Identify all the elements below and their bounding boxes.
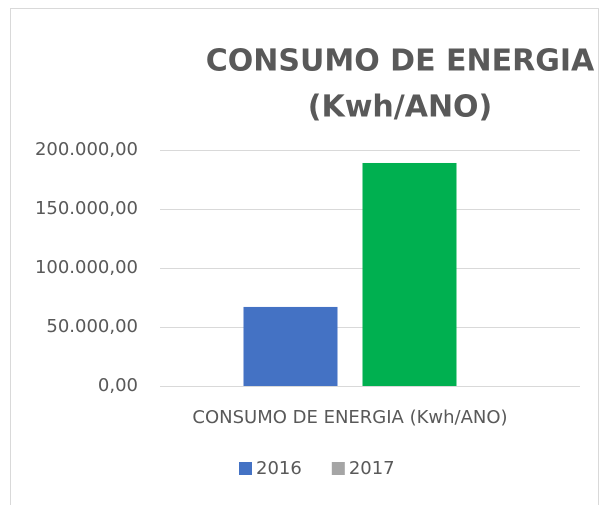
- legend-label: 2017: [349, 458, 395, 479]
- chart-title: (Kwh/ANO): [308, 90, 493, 125]
- y-tick-label: 50.000,00: [46, 316, 138, 337]
- y-tick-label: 200.000,00: [35, 139, 138, 160]
- chart-title: CONSUMO DE ENERGIA: [206, 44, 595, 79]
- bar: [243, 306, 338, 386]
- x-tick-label: CONSUMO DE ENERGIA (Kwh/ANO): [192, 407, 507, 428]
- legend-label: 2016: [256, 458, 302, 479]
- y-tick-label: 0,00: [98, 375, 138, 396]
- y-tick-label: 100.000,00: [35, 257, 138, 278]
- bar: [362, 162, 457, 386]
- legend-swatch: [239, 462, 252, 475]
- chart-frame: [10, 8, 599, 505]
- y-tick-label: 150.000,00: [35, 198, 138, 219]
- legend-swatch: [331, 462, 345, 475]
